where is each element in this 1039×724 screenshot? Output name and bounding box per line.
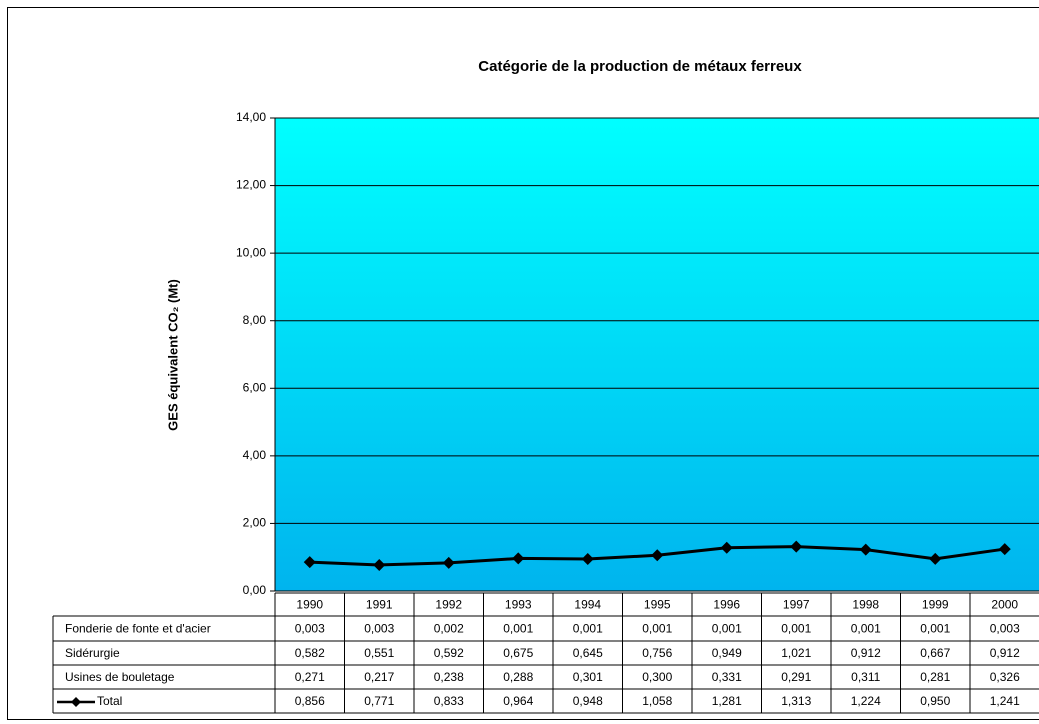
marker xyxy=(512,552,525,565)
x-tick-label: 1995 xyxy=(644,598,671,612)
table-cell: 0,675 xyxy=(503,646,533,660)
marker xyxy=(929,552,942,565)
table-cell: 0,238 xyxy=(434,670,464,684)
table-cell: 0,771 xyxy=(364,694,394,708)
table-cell: 0,833 xyxy=(434,694,464,708)
table-cell: 0,217 xyxy=(364,670,394,684)
table-cell: 0,001 xyxy=(712,622,742,636)
y-tick-label: 10,00 xyxy=(236,245,266,259)
x-tick-label: 1993 xyxy=(505,598,532,612)
y-tick-label: 8,00 xyxy=(243,313,267,327)
y-axis-label: GES équivalent CO₂ (Mt) xyxy=(165,279,180,431)
table-cell: 0,311 xyxy=(851,670,880,684)
y-tick-label: 12,00 xyxy=(236,178,266,192)
table-cell: 0,001 xyxy=(573,622,603,636)
x-tick-label: 1999 xyxy=(922,598,949,612)
marker xyxy=(998,543,1011,556)
table-cell: 0,948 xyxy=(573,694,603,708)
legend-label: Total xyxy=(97,694,122,708)
table-cell: 1,058 xyxy=(642,694,672,708)
table-cell: 1,281 xyxy=(712,694,742,708)
marker xyxy=(859,543,872,556)
row-label: Usines de bouletage xyxy=(65,670,175,684)
chart-title: Catégorie de la production de métaux fer… xyxy=(478,58,802,75)
table-cell: 0,331 xyxy=(712,670,742,684)
table-cell: 0,291 xyxy=(781,670,811,684)
x-tick-label: 2000 xyxy=(991,598,1018,612)
table-cell: 0,003 xyxy=(364,622,394,636)
table-cell: 1,313 xyxy=(781,694,811,708)
table-cell: 0,002 xyxy=(434,622,464,636)
x-tick-label: 1990 xyxy=(296,598,323,612)
x-tick-label: 1997 xyxy=(783,598,810,612)
table-cell: 0,003 xyxy=(990,622,1020,636)
table-cell: 0,271 xyxy=(295,670,325,684)
marker xyxy=(790,540,803,553)
table-cell: 1,224 xyxy=(851,694,881,708)
table-cell: 0,001 xyxy=(851,622,881,636)
table-cell: 0,949 xyxy=(712,646,742,660)
table-cell: 0,582 xyxy=(295,646,325,660)
y-tick-label: 14,00 xyxy=(236,110,266,124)
marker xyxy=(651,549,664,562)
table-cell: 0,756 xyxy=(642,646,672,660)
x-tick-label: 1996 xyxy=(713,598,740,612)
table-cell: 0,950 xyxy=(920,694,950,708)
marker xyxy=(373,558,386,571)
y-tick-label: 6,00 xyxy=(243,380,267,394)
table-cell: 0,912 xyxy=(851,646,881,660)
x-tick-label: 1992 xyxy=(435,598,462,612)
marker xyxy=(720,541,733,554)
table-cell: 0,001 xyxy=(642,622,672,636)
row-label: Fonderie de fonte et d'acier xyxy=(65,622,211,636)
legend-marker xyxy=(71,697,81,707)
table-cell: 0,592 xyxy=(434,646,464,660)
y-tick-label: 4,00 xyxy=(243,448,267,462)
table-cell: 1,241 xyxy=(990,694,1020,708)
x-tick-label: 1991 xyxy=(366,598,393,612)
x-tick-label: 1998 xyxy=(852,598,879,612)
marker xyxy=(581,552,594,565)
table-cell: 0,301 xyxy=(573,670,603,684)
table-cell: 0,667 xyxy=(920,646,950,660)
table-cell: 1,021 xyxy=(781,646,811,660)
table-cell: 0,003 xyxy=(295,622,325,636)
table-cell: 0,912 xyxy=(990,646,1020,660)
plot-area xyxy=(275,118,1039,591)
table-cell: 0,281 xyxy=(920,670,950,684)
marker xyxy=(303,556,316,569)
table-cell: 0,551 xyxy=(364,646,394,660)
table-cell: 0,645 xyxy=(573,646,603,660)
table-cell: 0,856 xyxy=(295,694,325,708)
x-tick-label: 1994 xyxy=(574,598,601,612)
table-cell: 0,288 xyxy=(503,670,533,684)
row-label: Sidérurgie xyxy=(65,646,120,660)
y-tick-label: 2,00 xyxy=(243,516,267,530)
table-cell: 0,001 xyxy=(781,622,811,636)
marker xyxy=(442,556,455,569)
table-cell: 0,326 xyxy=(990,670,1020,684)
y-tick-label: 0,00 xyxy=(243,583,267,597)
table-cell: 0,964 xyxy=(503,694,533,708)
table-cell: 0,001 xyxy=(503,622,533,636)
table-cell: 0,001 xyxy=(920,622,950,636)
table-cell: 0,300 xyxy=(642,670,672,684)
